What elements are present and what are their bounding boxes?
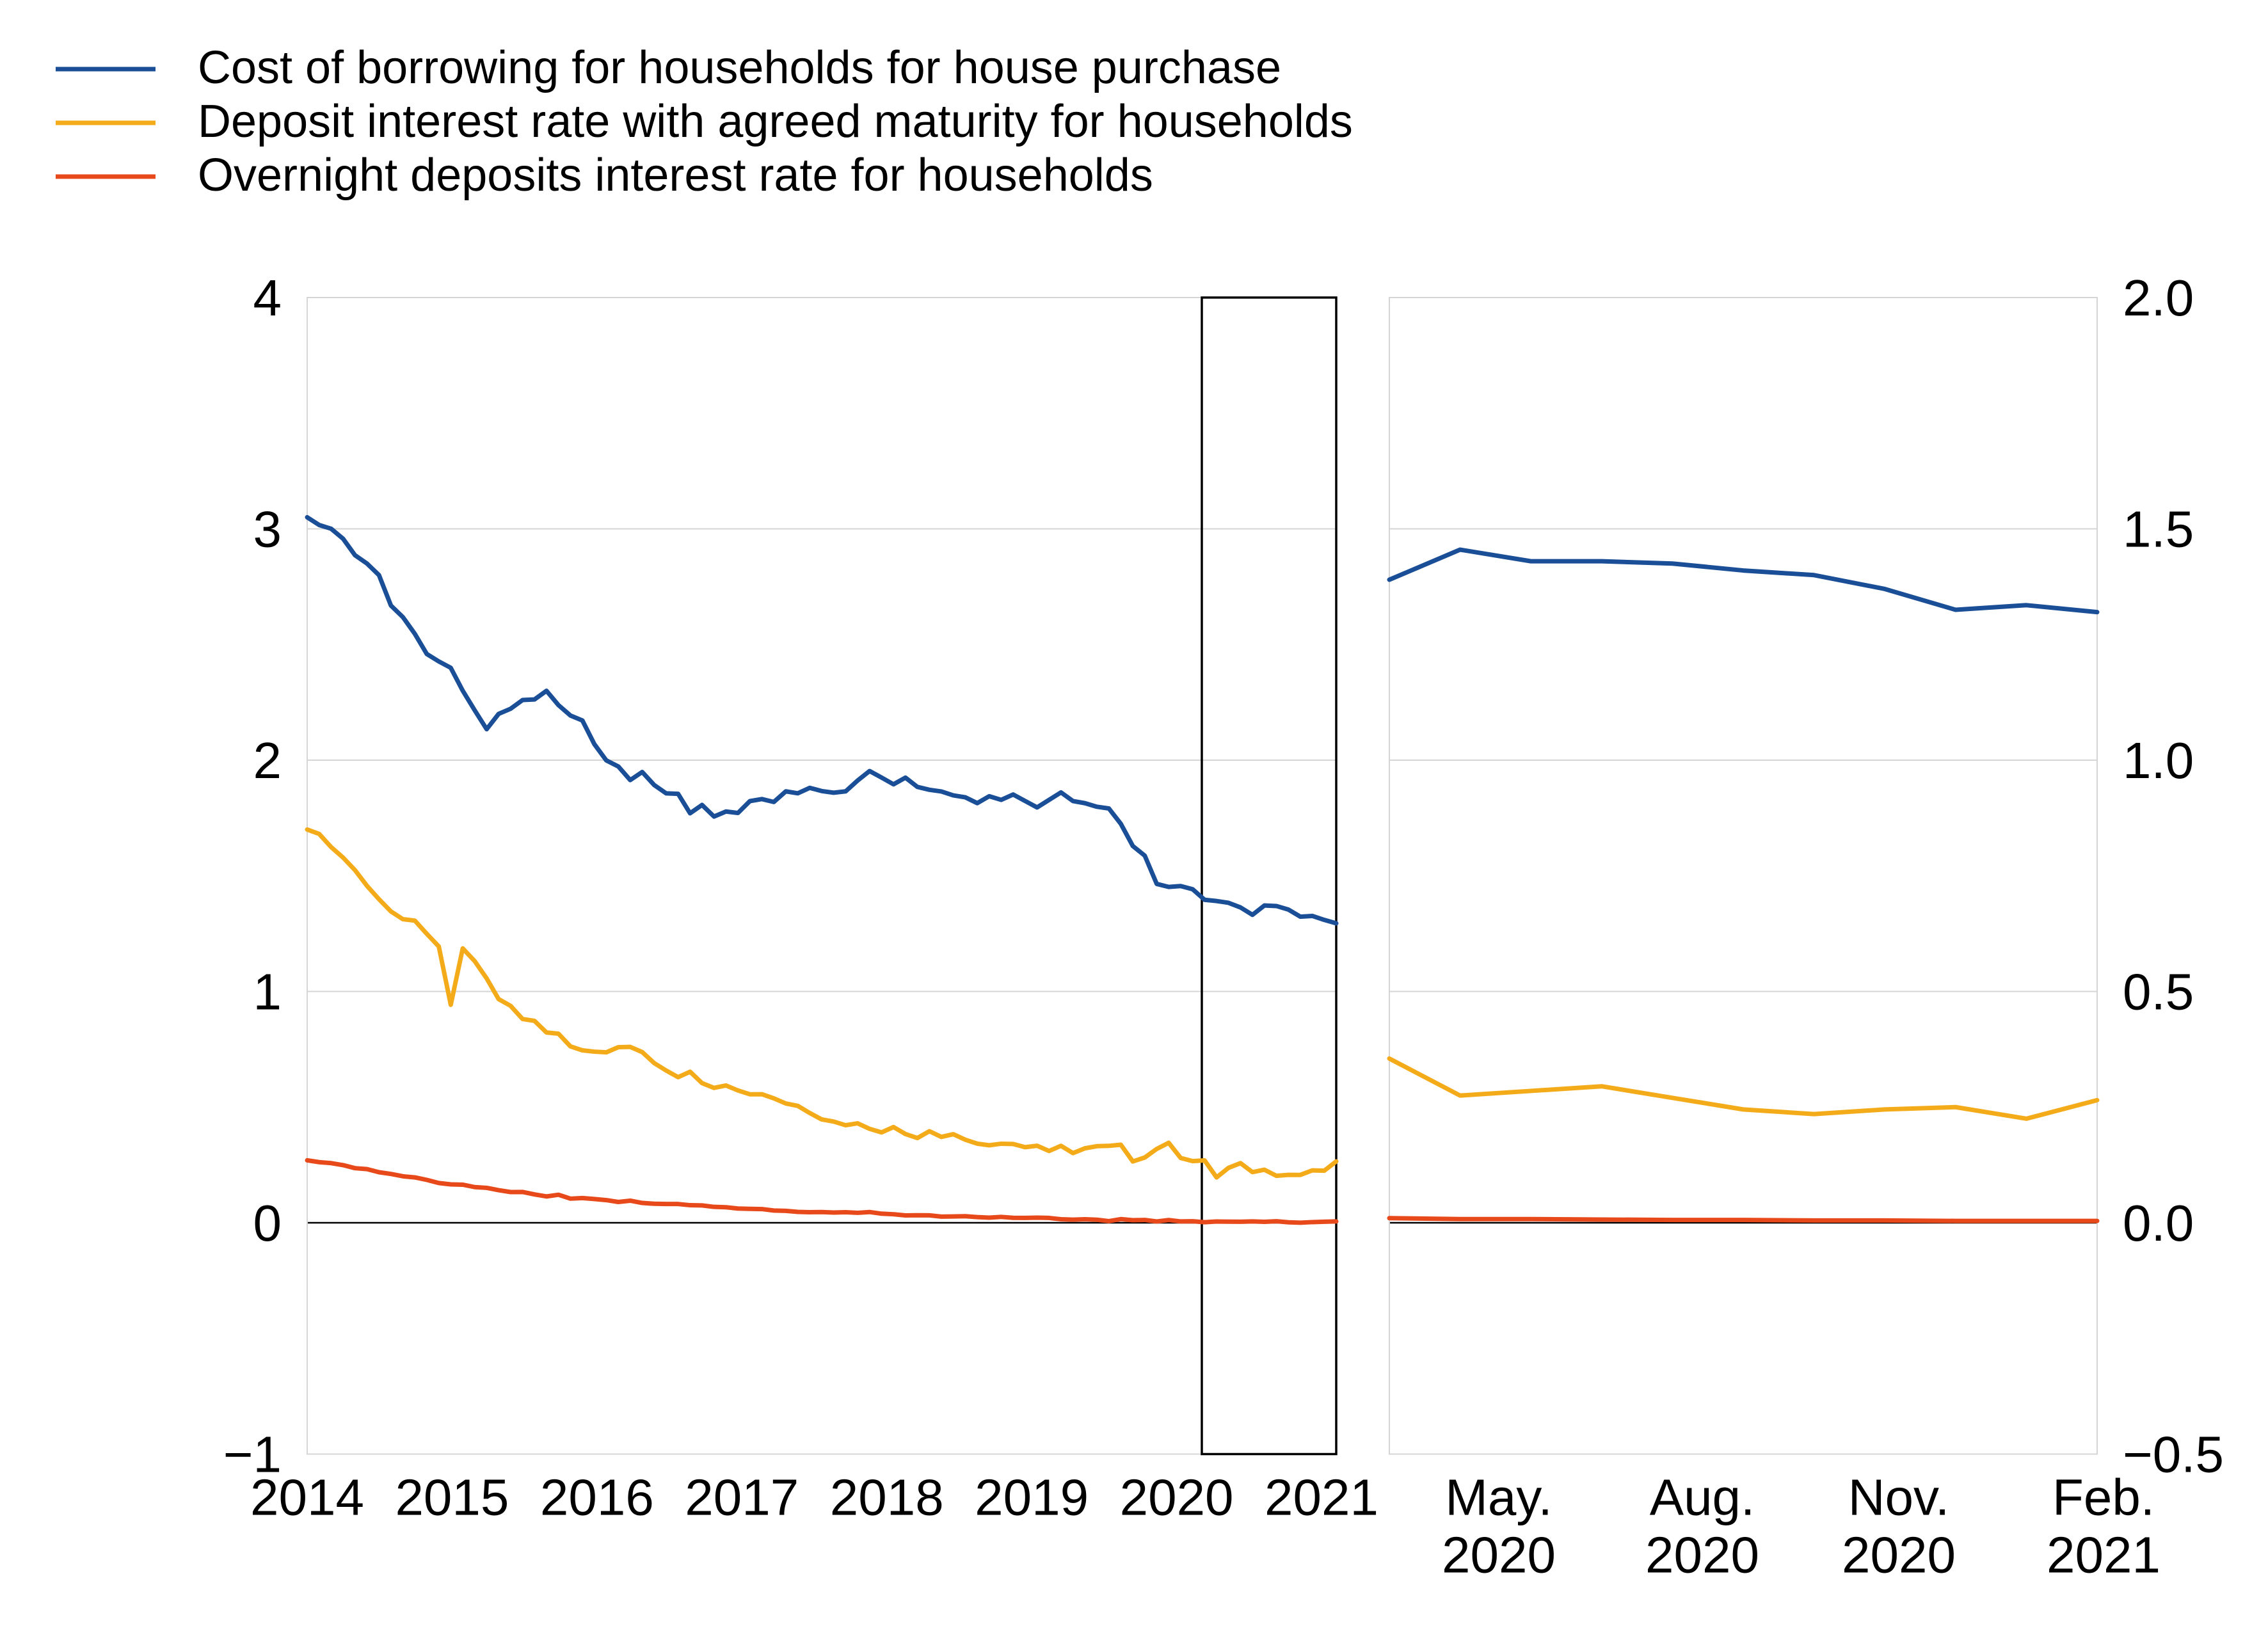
svg-text:2019: 2019	[975, 1469, 1089, 1526]
svg-text:2016: 2016	[540, 1469, 654, 1526]
svg-text:2021: 2021	[2047, 1527, 2160, 1584]
svg-text:2020: 2020	[1842, 1527, 1956, 1584]
svg-text:2018: 2018	[830, 1469, 944, 1526]
svg-text:2020: 2020	[1645, 1527, 1759, 1584]
svg-text:Deposit interest rate with agr: Deposit interest rate with agreed maturi…	[198, 96, 1353, 147]
svg-text:0.0: 0.0	[2123, 1195, 2194, 1252]
svg-text:Cost of borrowing for househol: Cost of borrowing for households for hou…	[198, 42, 1281, 93]
svg-text:2: 2	[253, 732, 282, 789]
svg-text:Feb.: Feb.	[2052, 1469, 2155, 1526]
svg-text:May.: May.	[1445, 1469, 1552, 1526]
svg-text:2015: 2015	[395, 1469, 509, 1526]
svg-text:Aug.: Aug.	[1650, 1469, 1755, 1526]
svg-text:Overnight deposits interest ra: Overnight deposits interest rate for hou…	[198, 150, 1153, 201]
svg-text:2017: 2017	[685, 1469, 799, 1526]
svg-text:Nov.: Nov.	[1848, 1469, 1950, 1526]
svg-text:2020: 2020	[1442, 1527, 1556, 1584]
svg-text:0: 0	[253, 1195, 282, 1252]
svg-text:4: 4	[253, 269, 282, 326]
svg-text:2020: 2020	[1120, 1469, 1234, 1526]
svg-text:1.0: 1.0	[2123, 732, 2194, 789]
svg-text:1: 1	[253, 964, 282, 1021]
svg-text:0.5: 0.5	[2123, 964, 2194, 1021]
svg-text:3: 3	[253, 501, 282, 558]
svg-text:2021: 2021	[1265, 1469, 1378, 1526]
svg-text:2.0: 2.0	[2123, 269, 2194, 326]
svg-text:1.5: 1.5	[2123, 501, 2194, 558]
svg-text:2014: 2014	[250, 1469, 364, 1526]
